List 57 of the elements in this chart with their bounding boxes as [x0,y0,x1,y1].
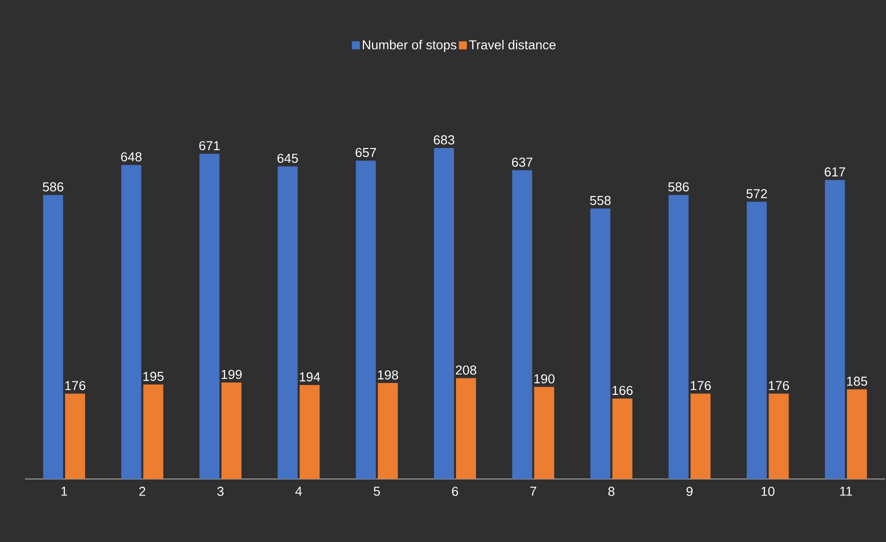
x-tick-label: 10 [762,486,774,496]
bar [824,180,845,479]
bar [278,166,298,479]
legend-label: Travel distance [469,40,556,50]
bar [690,394,711,479]
data-label: 195 [143,372,164,381]
bar [43,194,64,479]
data-label: 586 [668,182,689,192]
bar [378,383,398,479]
data-label: 637 [512,158,532,167]
data-label: 671 [199,141,220,150]
data-label: 645 [278,154,298,163]
x-tick-label: 3 [217,486,224,496]
bar [668,194,689,479]
data-label: 166 [612,386,633,396]
x-tick-label: 4 [295,486,302,496]
bar [768,394,789,479]
data-label: 586 [42,182,64,192]
x-tick-label: 9 [686,486,693,496]
bar [434,148,454,479]
data-label: 176 [768,380,789,390]
bar [221,382,242,479]
x-tick-label: 2 [139,486,146,496]
bar [746,202,767,479]
data-label: 176 [690,380,711,390]
x-tick-label: 5 [374,486,380,496]
bar [590,208,610,479]
bar [456,378,476,479]
x-tick-label: 1 [61,486,68,496]
bar [143,384,164,479]
x-tick-label: 8 [608,486,614,496]
bar [846,389,867,479]
data-label: 572 [746,189,767,198]
data-label: 198 [378,370,398,380]
bar [121,164,142,479]
data-label: 176 [65,380,86,390]
data-label: 194 [300,372,320,382]
legend-label: Number of stops [362,40,456,52]
data-label: 617 [824,167,846,176]
x-tick-label: 7 [530,486,536,496]
data-label: 683 [434,135,454,144]
x-tick-label: 11 [840,486,852,496]
data-label: 185 [847,376,868,386]
bar [512,170,532,479]
bar [300,384,320,479]
bar [612,398,632,479]
x-tick-label: 6 [452,486,458,496]
bar [534,386,554,479]
bar [199,154,220,479]
data-label: 558 [590,196,611,206]
bar [65,394,86,479]
data-label: 199 [222,370,242,380]
data-label: 657 [356,148,376,158]
data-label: 190 [534,374,554,384]
bar [356,160,376,479]
data-label: 208 [456,365,476,375]
data-label: 648 [121,152,142,162]
